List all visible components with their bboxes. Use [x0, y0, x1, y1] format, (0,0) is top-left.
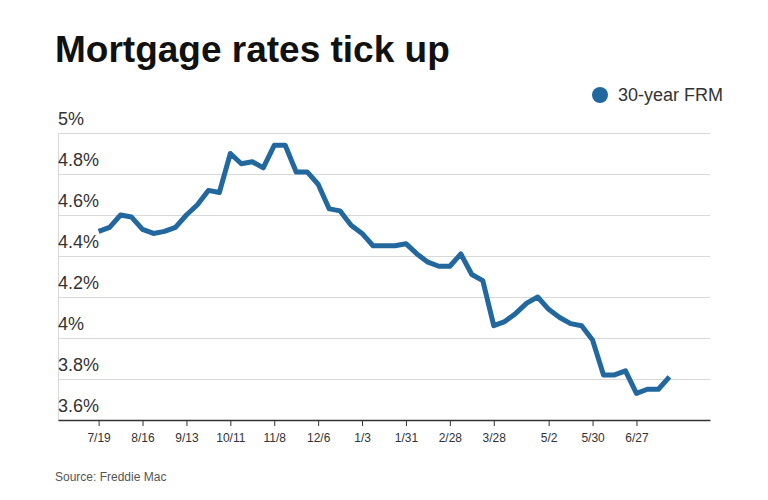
y-tick-label: 3.6%	[58, 396, 99, 416]
y-tick-label: 4.8%	[58, 150, 99, 170]
x-tick-mark	[406, 420, 407, 426]
x-tick-mark	[549, 420, 550, 426]
x-tick-mark	[636, 420, 637, 426]
grid-line	[58, 420, 710, 421]
x-tick-mark	[494, 420, 495, 426]
x-tick-label: 11/8	[264, 431, 287, 445]
legend-marker	[592, 87, 608, 103]
x-tick-mark	[274, 420, 275, 426]
x-tick-label: 12/6	[307, 431, 331, 445]
x-tick-label: 7/19	[87, 431, 111, 445]
x-tick-label: 8/16	[131, 431, 155, 445]
x-tick: 5/30	[581, 420, 605, 445]
x-tick-label: 9/13	[175, 431, 199, 445]
x-tick-label: 5/30	[581, 431, 605, 445]
x-tick-mark	[318, 420, 319, 426]
chart: Mortgage rates tick up Source: Freddie Ma…	[0, 0, 768, 500]
y-tick: 4.2%	[58, 273, 710, 297]
grid-line	[58, 379, 710, 380]
x-tick: 11/8	[264, 420, 287, 445]
y-tick-label: 3.8%	[58, 355, 99, 375]
x-tick: 9/13	[175, 420, 199, 445]
x-tick: 2/28	[439, 420, 463, 445]
x-tick-mark	[593, 420, 594, 426]
x-tick: 3/28	[483, 420, 507, 445]
x-tick-mark	[450, 420, 451, 426]
y-tick: 3.6%	[58, 396, 710, 420]
x-tick-mark	[362, 420, 363, 426]
x-tick: 1/3	[354, 420, 371, 445]
title: Mortgage rates tick up	[55, 29, 450, 70]
y-tick-label: 4.4%	[58, 232, 99, 252]
y-tick-label: 5%	[58, 109, 84, 129]
x-tick-label: 1/31	[395, 431, 419, 445]
y-tick: 4.6%	[58, 191, 710, 215]
legend-label: 30-year FRM	[618, 85, 723, 105]
grid-line	[58, 297, 710, 298]
x-tick-mark	[186, 420, 187, 426]
x-tick-label: 1/3	[354, 431, 371, 445]
x-tick: 12/6	[307, 420, 331, 445]
grid-line	[58, 133, 710, 134]
x-tick-label: 6/27	[625, 431, 649, 445]
x-tick-label: 5/2	[541, 431, 558, 445]
x-tick-label: 3/28	[483, 431, 507, 445]
grid-line	[58, 338, 710, 339]
x-tick-mark	[99, 420, 100, 426]
x-tick-label: 10/11	[216, 431, 245, 445]
x-axis: 7/19 8/16 9/13 10/11 11/8 12/6 1/3 1/31 2/28 3/28…	[59, 420, 711, 445]
x-tick-mark	[143, 420, 144, 426]
legend: 30-year FRM	[592, 85, 723, 105]
y-tick-label: 4%	[58, 314, 84, 334]
grid-line	[58, 174, 710, 175]
y-tick-label: 4.6%	[58, 191, 99, 211]
plot-area	[99, 145, 670, 393]
source: Source: Freddie Mac	[55, 470, 166, 484]
x-tick: 7/19	[87, 420, 111, 445]
y-tick: 4.8%	[58, 150, 710, 174]
grid-line	[58, 215, 710, 216]
x-tick: 5/2	[541, 420, 558, 445]
y-tick-label: 4.2%	[58, 273, 99, 293]
x-tick: 6/27	[625, 420, 649, 445]
x-tick-mark	[230, 420, 231, 426]
background	[0, 0, 768, 500]
y-tick: 5%	[58, 109, 710, 133]
x-tick: 8/16	[131, 420, 155, 445]
x-tick: 1/31	[395, 420, 419, 445]
y-tick: 4%	[58, 314, 710, 338]
x-tick: 10/11	[216, 420, 245, 445]
series-line	[99, 145, 670, 393]
y-axis: 3.6% 3.8% 4% 4.2% 4.4% 4.6% 4.8% 5%	[58, 109, 710, 420]
x-tick-label: 2/28	[439, 431, 463, 445]
grid-line	[58, 256, 710, 257]
x-axis-line	[59, 420, 711, 422]
